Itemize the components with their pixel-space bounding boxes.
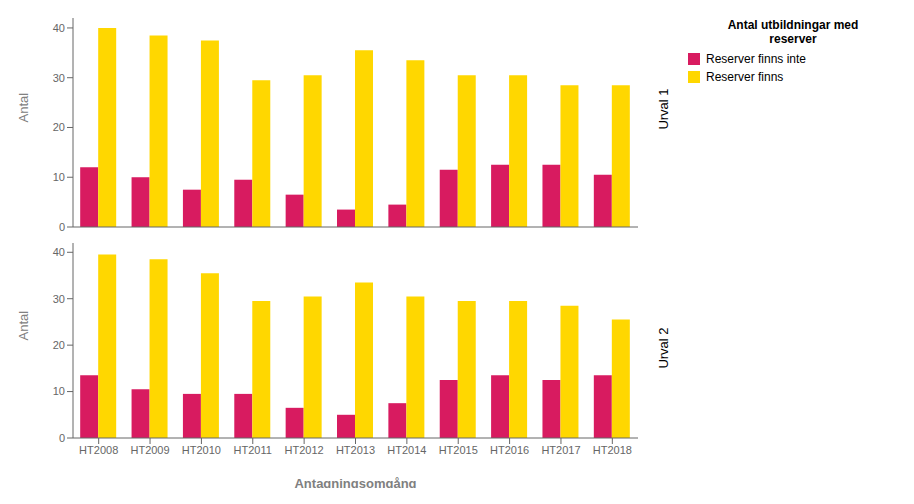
svg-text:HT2018: HT2018 <box>593 444 632 456</box>
svg-text:0: 0 <box>59 221 65 233</box>
svg-text:HT2016: HT2016 <box>490 444 529 456</box>
svg-text:HT2014: HT2014 <box>387 444 426 456</box>
svg-text:30: 30 <box>53 72 65 84</box>
svg-text:40: 40 <box>53 22 65 34</box>
svg-text:20: 20 <box>53 121 65 133</box>
svg-text:HT2015: HT2015 <box>439 444 478 456</box>
svg-text:20: 20 <box>53 339 65 351</box>
svg-text:10: 10 <box>53 171 65 183</box>
svg-text:0: 0 <box>59 432 65 444</box>
svg-text:30: 30 <box>53 293 65 305</box>
svg-text:Antagningsomgång: Antagningsomgång <box>294 476 416 488</box>
svg-text:Antal: Antal <box>16 93 31 123</box>
svg-text:40: 40 <box>53 246 65 258</box>
svg-text:HT2008: HT2008 <box>79 444 118 456</box>
html-text:Reserver finns: Reserver finns <box>706 70 784 84</box>
svg-text:Antal: Antal <box>16 311 31 341</box>
html-text:Reserver finns inte: Reserver finns inte <box>706 52 806 66</box>
svg-text:HT2017: HT2017 <box>541 444 580 456</box>
svg-text:HT2012: HT2012 <box>285 444 324 456</box>
html-text:Urval 2: Urval 2 <box>655 327 671 369</box>
html-text:Antal utbildningar med reserve: Antal utbildningar med reserver <box>727 18 859 46</box>
html-text:Urval 1: Urval 1 <box>655 88 671 130</box>
svg-text:HT2013: HT2013 <box>336 444 375 456</box>
svg-text:HT2009: HT2009 <box>130 444 169 456</box>
svg-text:HT2011: HT2011 <box>234 444 272 456</box>
svg-text:HT2010: HT2010 <box>182 444 221 456</box>
svg-text:10: 10 <box>53 385 65 397</box>
